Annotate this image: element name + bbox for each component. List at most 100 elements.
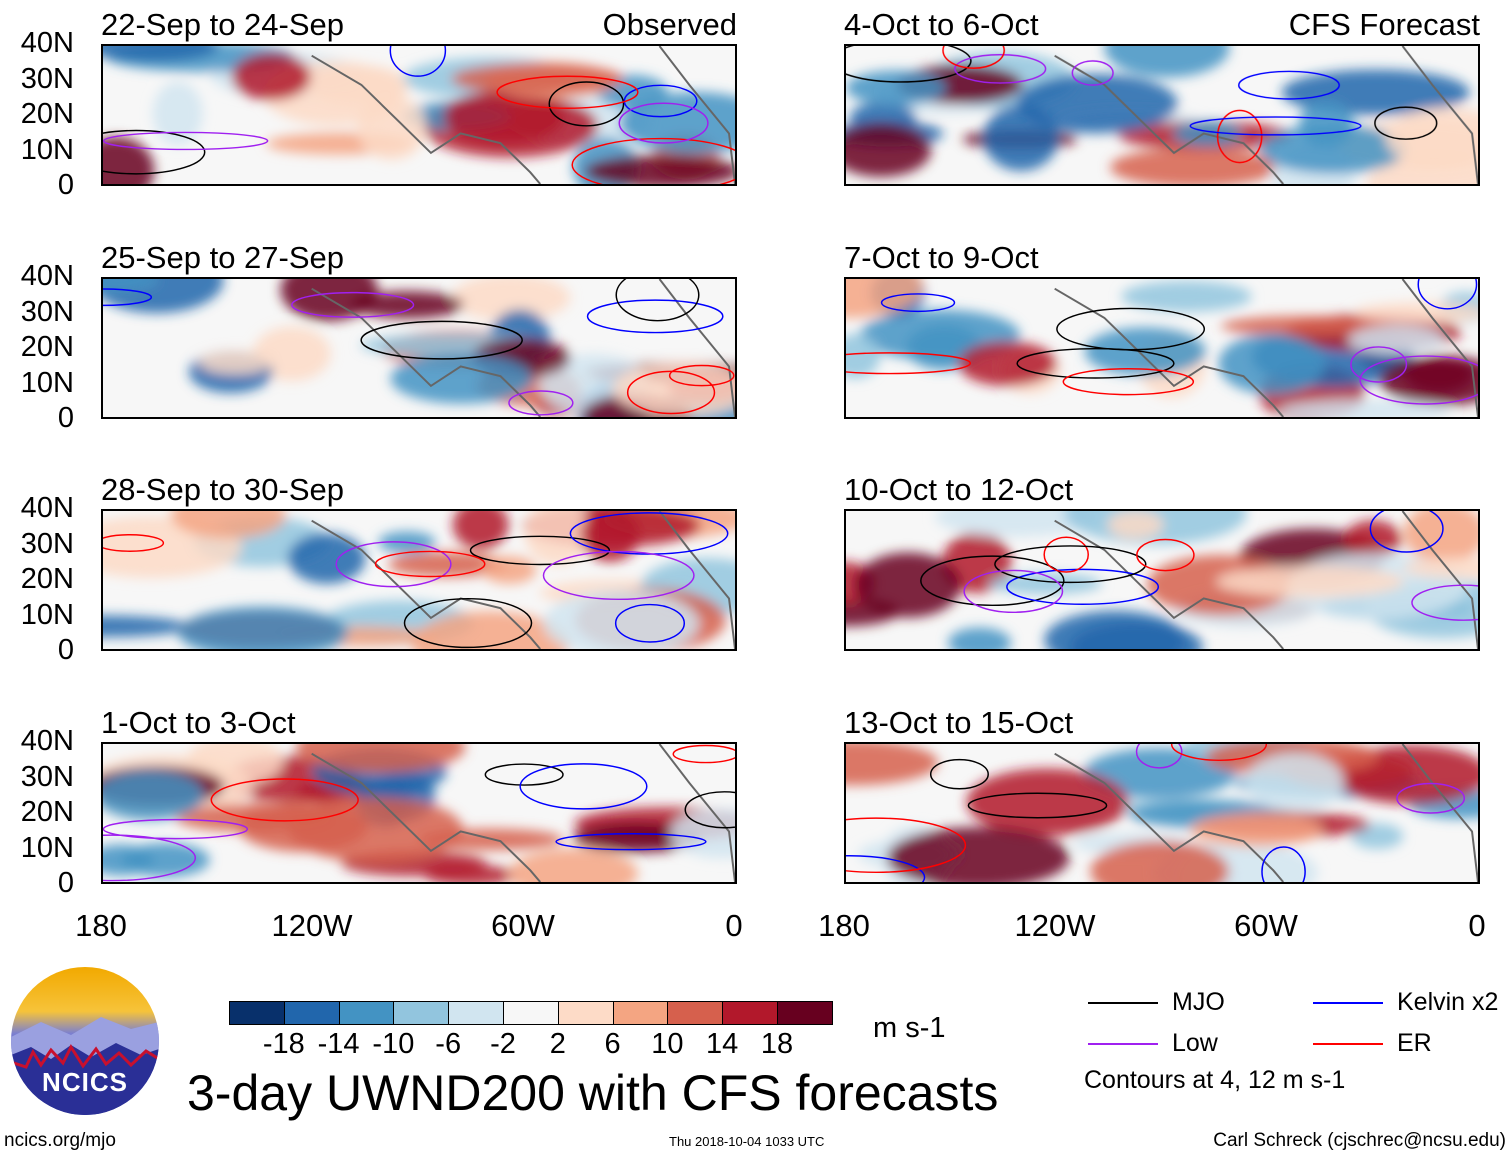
lat-label: 30N — [20, 295, 74, 328]
lat-label: 10N — [20, 831, 74, 864]
anomaly-blob — [1245, 752, 1345, 812]
anomaly-blob — [966, 768, 1129, 836]
anomaly-blob — [1259, 124, 1406, 174]
contour-line — [548, 81, 625, 127]
anomaly-blob — [1403, 557, 1478, 579]
anomaly-blob — [1353, 302, 1478, 324]
footer-url[interactable]: ncics.org/mjo — [4, 1130, 116, 1151]
anomaly-blob — [443, 90, 564, 144]
contour-line — [880, 293, 956, 313]
anomaly-blob — [1016, 73, 1178, 134]
lat-label: 0 — [57, 867, 74, 899]
coastline — [311, 511, 735, 649]
contour-line — [1374, 106, 1438, 140]
legend-note: Contours at 4, 12 m s-1 — [1084, 1066, 1346, 1094]
legend-line-icon — [1088, 1001, 1158, 1004]
panel-title: 22-Sep to 24-Sep — [101, 7, 345, 42]
contour-line — [103, 818, 249, 840]
anomaly-blob — [1070, 621, 1203, 649]
anomaly-blob — [846, 123, 932, 177]
anomaly-blob — [887, 826, 1070, 882]
anomaly-blob — [934, 511, 1099, 537]
contour-line — [1062, 368, 1195, 396]
anomaly-blob — [854, 552, 962, 618]
contour-line — [571, 137, 735, 184]
lat-label: 20N — [20, 563, 74, 595]
map-panel — [844, 277, 1480, 419]
anomaly-blob — [1351, 823, 1404, 849]
colorbar-tick: 14 — [706, 1028, 739, 1060]
panel-title: 25-Sep to 27-Sep — [101, 240, 345, 275]
anomaly-blob — [351, 291, 464, 319]
anomaly-blob — [1218, 333, 1326, 395]
contour-line — [1216, 109, 1263, 164]
lon-label: 120W — [1014, 908, 1096, 943]
contour-line — [103, 131, 269, 151]
lon-label: 60W — [1234, 908, 1298, 943]
colorbar-swatch — [230, 1002, 285, 1024]
legend-item: MJO — [1088, 988, 1225, 1017]
colorbar-swatch — [777, 1002, 832, 1024]
lon-label: 0 — [1468, 908, 1486, 943]
wind-anomaly-map — [846, 744, 1478, 882]
colorbar-units: m s-1 — [873, 1012, 946, 1044]
contour-line — [496, 75, 639, 109]
legend-line-icon — [1313, 1001, 1383, 1004]
anomaly-blob — [152, 81, 203, 146]
contour-line — [1359, 355, 1478, 405]
contour-line — [614, 603, 686, 643]
contour-line — [963, 569, 1064, 614]
contour-line — [942, 46, 1005, 69]
map-panel — [844, 742, 1480, 884]
legend-line-icon — [1313, 1042, 1383, 1045]
map-panel — [101, 742, 737, 884]
contour-line — [672, 744, 735, 764]
footer-timestamp: Thu 2018-10-04 1033 UTC — [669, 1134, 825, 1149]
lon-label: 0 — [725, 908, 743, 943]
contour-line — [103, 288, 153, 307]
colorbar-tick: 6 — [604, 1028, 621, 1060]
contour-line — [103, 129, 206, 175]
ncics-logo: NCICS — [11, 967, 159, 1115]
legend-item: ER — [1313, 1029, 1432, 1058]
colorbar-tick: -18 — [262, 1028, 305, 1060]
contour-line — [1417, 279, 1478, 310]
legend-item: Low — [1088, 1029, 1218, 1058]
anomaly-blob — [1385, 107, 1478, 169]
lon-label: 180 — [75, 908, 127, 943]
anomaly-blob — [1104, 46, 1230, 78]
contour-line — [555, 832, 707, 851]
contour-line — [508, 390, 574, 416]
colorbar-swatch — [558, 1002, 614, 1024]
contour-line — [1238, 70, 1340, 100]
anomaly-blob — [390, 353, 533, 404]
lat-label: 20N — [20, 331, 74, 363]
legend-label: ER — [1397, 1029, 1432, 1057]
colorbar-tick: -14 — [317, 1028, 360, 1060]
anomaly-blob — [288, 533, 366, 584]
anomaly-blob — [482, 556, 537, 584]
colorbar-tick: 2 — [549, 1028, 566, 1060]
colorbar-tick: 10 — [651, 1028, 684, 1060]
lat-label: 40N — [20, 725, 74, 757]
colorbar-tick: 18 — [760, 1028, 794, 1060]
wind-anomaly-map — [103, 279, 735, 417]
lat-label: 40N — [20, 492, 74, 524]
wind-anomaly-map — [846, 511, 1478, 649]
anomaly-blob — [177, 606, 349, 649]
logo-text: NCICS — [42, 1067, 128, 1097]
map-panel — [101, 277, 737, 419]
anomaly-blob — [1220, 315, 1390, 337]
anomaly-blob — [1090, 841, 1229, 882]
footer-author: Carl Schreck (cjschrec@ncsu.edu) — [1213, 1130, 1506, 1151]
anomaly-blob — [508, 848, 638, 882]
anomaly-blob — [957, 341, 1057, 386]
wind-anomaly-map — [846, 279, 1478, 417]
lon-label: 120W — [271, 908, 353, 943]
contour-line — [1056, 307, 1206, 351]
contour-line — [210, 778, 359, 822]
contour-line — [1350, 346, 1408, 383]
contour-line — [586, 299, 724, 334]
contour-line — [1043, 536, 1089, 573]
